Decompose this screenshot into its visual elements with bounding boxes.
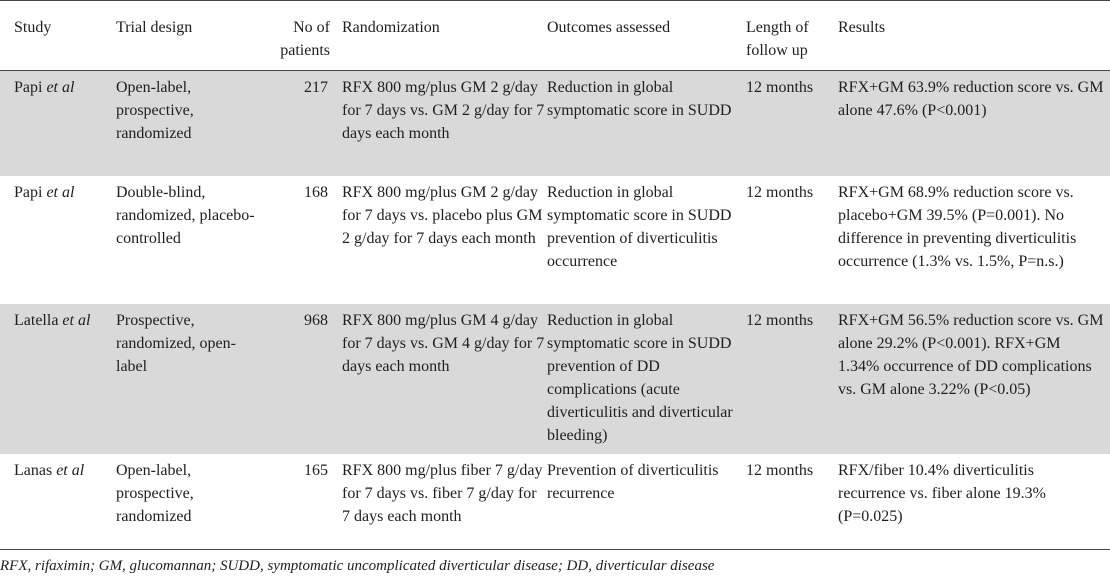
cell-study: Latella et al <box>0 303 116 454</box>
table-row: Papi et al Double-blind, randomized, pla… <box>0 175 1110 304</box>
cell-study: Lanas et al <box>0 453 116 550</box>
study-et-al: et al <box>56 461 85 479</box>
cell-randomization: RFX 800 mg/plus GM 2 g/day for 7 days vs… <box>342 70 547 176</box>
cell-trial-design: Open-label, prospective, randomized <box>116 70 266 176</box>
header-results: Results <box>838 0 1110 71</box>
study-et-al: et al <box>46 183 75 201</box>
header-study: Study <box>0 0 116 71</box>
table-footnote: RFX, rifaximin; GM, glucomannan; SUDD, s… <box>0 558 715 574</box>
table-row: Lanas et al Open-label, prospective, ran… <box>0 453 1110 550</box>
cell-patients: 217 <box>266 70 342 176</box>
cell-outcomes: Reduction in global symptomatic score in… <box>547 70 746 176</box>
cell-outcomes: Reduction in global symptomatic score in… <box>547 175 746 304</box>
cell-randomization: RFX 800 mg/plus GM 4 g/day for 7 days vs… <box>342 303 547 454</box>
header-outcomes-assessed: Outcomes assessed <box>547 0 746 71</box>
cell-patients: 968 <box>266 303 342 454</box>
cell-trial-design: Open-label, prospective, randomized <box>116 453 266 550</box>
table-row: Papi et al Open-label, prospective, rand… <box>0 70 1110 176</box>
studies-table: Study Trial design No of patients Random… <box>0 0 1110 550</box>
cell-patients: 168 <box>266 175 342 304</box>
header-trial-design: Trial design <box>116 0 266 71</box>
cell-study: Papi et al <box>0 70 116 176</box>
cell-outcomes: Reduction in global symptomatic score in… <box>547 303 746 454</box>
cell-outcomes: Prevention of diverticulitis recurrence <box>547 453 746 550</box>
cell-randomization: RFX 800 mg/plus fiber 7 g/day for 7 days… <box>342 453 547 550</box>
header-length-of-follow-up: Length of follow up <box>746 0 838 71</box>
cell-results: RFX+GM 63.9% reduction score vs. GM alon… <box>838 70 1110 176</box>
study-et-al: et al <box>62 311 91 329</box>
cell-followup: 12 months <box>746 175 838 304</box>
cell-results: RFX/fiber 10.4% diverticulitis recurrenc… <box>838 453 1110 550</box>
cell-randomization: RFX 800 mg/plus GM 2 g/day for 7 days vs… <box>342 175 547 304</box>
cell-trial-design: Prospective, randomized, open-label <box>116 303 266 454</box>
cell-study: Papi et al <box>0 175 116 304</box>
cell-results: RFX+GM 68.9% reduction score vs. placebo… <box>838 175 1110 304</box>
cell-results: RFX+GM 56.5% reduction score vs. GM alon… <box>838 303 1110 454</box>
study-et-al: et al <box>46 79 75 96</box>
header-randomization: Randomization <box>342 0 547 71</box>
cell-followup: 12 months <box>746 70 838 176</box>
header-no-of-patients: No of patients <box>266 0 342 71</box>
cell-followup: 12 months <box>746 453 838 550</box>
study-author: Papi <box>14 79 47 96</box>
header-row: Study Trial design No of patients Random… <box>0 0 1110 71</box>
cell-trial-design: Double-blind, randomized, placebo-contro… <box>116 175 266 304</box>
cell-patients: 165 <box>266 453 342 550</box>
table-row: Latella et al Prospective, randomized, o… <box>0 303 1110 454</box>
study-author: Papi <box>14 183 47 201</box>
cell-followup: 12 months <box>746 303 838 454</box>
study-author: Lanas <box>14 461 57 479</box>
study-author: Latella <box>14 311 63 329</box>
